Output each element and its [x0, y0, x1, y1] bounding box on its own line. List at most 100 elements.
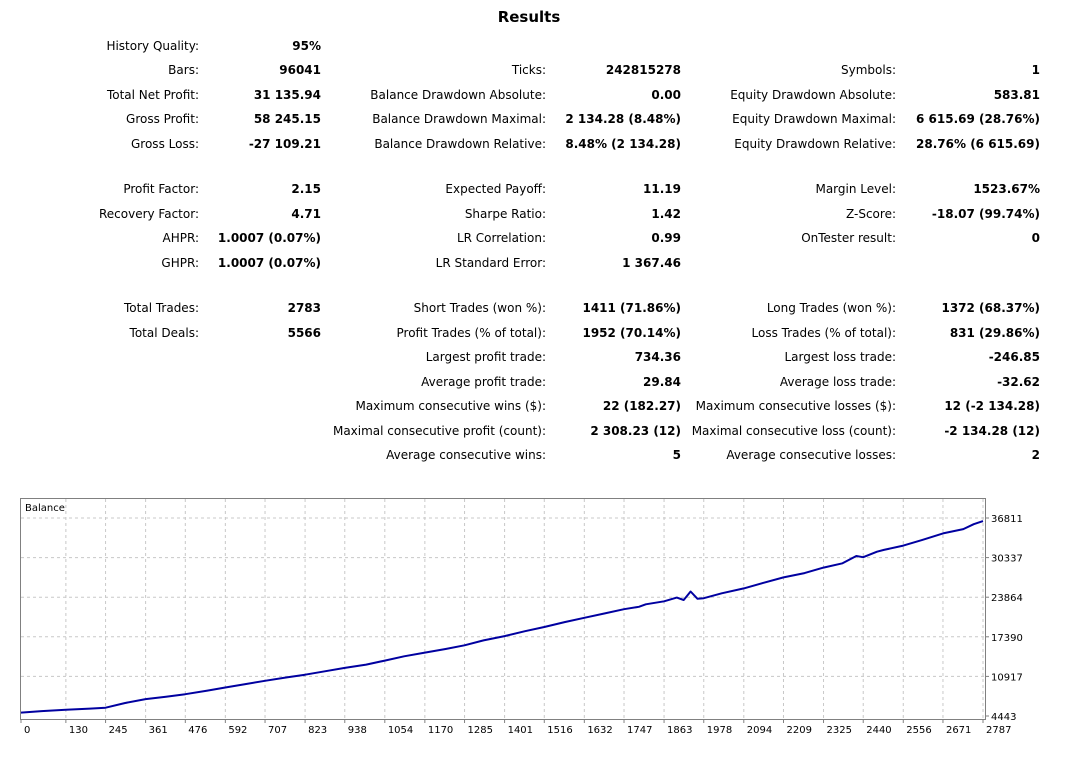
- x-tick-label: 1863: [667, 725, 692, 736]
- history-quality-value: 95%: [292, 39, 321, 53]
- largest-loss-trade-value: -246.85: [988, 350, 1040, 364]
- ghpr-label: GHPR:: [161, 256, 199, 270]
- bars-value: 96041: [279, 63, 321, 77]
- y-tick-label: 23864: [991, 593, 1023, 604]
- x-tick-label: 476: [188, 725, 207, 736]
- x-tick-label: 1170: [428, 725, 453, 736]
- ticks-label: Ticks:: [511, 63, 546, 77]
- ticks-value: 242815278: [605, 63, 681, 77]
- gross-profit-label: Gross Profit:: [126, 112, 199, 126]
- lr-correlation-label: LR Correlation:: [456, 231, 546, 245]
- x-tick-label: 245: [109, 725, 128, 736]
- recovery-factor-label: Recovery Factor:: [98, 207, 199, 221]
- x-tick-label: 1747: [627, 725, 652, 736]
- max-consecutive-losses-label: Maximum consecutive losses ($):: [695, 399, 896, 413]
- profit-factor-label: Profit Factor:: [123, 182, 199, 196]
- y-tick-label: 36811: [991, 514, 1023, 525]
- equity-dd-relative-label: Equity Drawdown Relative:: [734, 137, 896, 151]
- gross-loss-value: -27 109.21: [248, 137, 321, 151]
- average-consecutive-wins-value: 5: [672, 448, 681, 462]
- chart-x-axis: 0 130 245 361 476 592 707 823 938 1054 1170 1285 140…: [20, 719, 1011, 736]
- bars-label: Bars:: [168, 63, 199, 77]
- largest-profit-trade-value: 734.36: [634, 350, 681, 364]
- loss-trades-label: Loss Trades (% of total):: [751, 326, 897, 340]
- average-profit-trade-value: 29.84: [643, 375, 681, 389]
- largest-profit-trade-label: Largest profit trade:: [425, 350, 546, 364]
- balance-dd-absolute-label: Balance Drawdown Absolute:: [370, 88, 546, 102]
- balance-series-line: [20, 520, 984, 714]
- x-tick-label: 1978: [707, 725, 732, 736]
- x-tick-label: 361: [149, 725, 168, 736]
- maximal-consecutive-loss-label: Maximal consecutive loss (count):: [691, 424, 896, 438]
- y-tick-label: 10917: [991, 672, 1023, 683]
- y-tick-label: 17390: [991, 633, 1023, 644]
- largest-loss-trade-label: Largest loss trade:: [784, 350, 896, 364]
- max-consecutive-losses-value: 12 (-2 134.28): [944, 399, 1040, 413]
- balance-dd-relative-value: 8.48% (2 134.28): [565, 137, 681, 151]
- x-tick-label: 823: [308, 725, 327, 736]
- equity-dd-absolute-value: 583.81: [993, 88, 1040, 102]
- profit-factor-value: 2.15: [291, 182, 321, 196]
- chart-legend-balance: Balance: [25, 503, 65, 514]
- x-tick-label: 1516: [547, 725, 572, 736]
- average-consecutive-losses-label: Average consecutive losses:: [726, 448, 896, 462]
- x-tick-label: 2325: [827, 725, 852, 736]
- equity-dd-maximal-value: 6 615.69 (28.76%): [916, 112, 1040, 126]
- chart-y-axis: 4443 10917 17390 23864 30337 36811: [985, 514, 1023, 723]
- average-profit-trade-label: Average profit trade:: [421, 375, 546, 389]
- x-tick-label: 1054: [388, 725, 413, 736]
- total-trades-value: 2783: [287, 301, 321, 315]
- x-tick-label: 0: [24, 725, 30, 736]
- average-loss-trade-label: Average loss trade:: [779, 375, 896, 389]
- balance-chart: Balance 0 130 245 361 476 592 707 823 938 1054 117…: [20, 498, 1060, 743]
- x-tick-label: 2209: [786, 725, 811, 736]
- balance-dd-absolute-value: 0.00: [651, 88, 681, 102]
- ahpr-value: 1.0007 (0.07%): [217, 231, 321, 245]
- x-tick-label: 1632: [587, 725, 612, 736]
- x-tick-label: 2671: [946, 725, 971, 736]
- expected-payoff-value: 11.19: [643, 182, 681, 196]
- short-trades-value: 1411 (71.86%): [582, 301, 681, 315]
- expected-payoff-label: Expected Payoff:: [445, 182, 546, 196]
- total-net-profit-label: Total Net Profit:: [106, 88, 199, 102]
- chart-plot-area: [20, 498, 986, 720]
- x-tick-label: 592: [228, 725, 247, 736]
- equity-dd-relative-value: 28.76% (6 615.69): [916, 137, 1040, 151]
- balance-chart-svg: Balance 0 130 245 361 476 592 707 823 938 1054 117…: [20, 498, 1023, 736]
- average-loss-trade-value: -32.62: [997, 375, 1040, 389]
- balance-dd-maximal-label: Balance Drawdown Maximal:: [372, 112, 546, 126]
- x-tick-label: 2556: [906, 725, 931, 736]
- total-deals-label: Total Deals:: [129, 326, 199, 340]
- gross-loss-label: Gross Loss:: [131, 137, 199, 151]
- x-tick-label: 130: [69, 725, 88, 736]
- sharpe-ratio-label: Sharpe Ratio:: [464, 207, 546, 221]
- max-consecutive-wins-label: Maximum consecutive wins ($):: [355, 399, 546, 413]
- margin-level-value: 1523.67%: [973, 182, 1040, 196]
- long-trades-label: Long Trades (won %):: [766, 301, 896, 315]
- ahpr-label: AHPR:: [162, 231, 199, 245]
- lr-standard-error-value: 1 367.46: [622, 256, 681, 270]
- chart-series-layer: [20, 520, 984, 714]
- ontester-result-label: OnTester result:: [801, 231, 896, 245]
- sharpe-ratio-value: 1.42: [651, 207, 681, 221]
- ontester-result-value: 0: [1031, 231, 1040, 245]
- x-tick-label: 1285: [468, 725, 493, 736]
- x-tick-label: 2440: [866, 725, 891, 736]
- balance-dd-maximal-value: 2 134.28 (8.48%): [565, 112, 681, 126]
- profit-trades-value: 1952 (70.14%): [582, 326, 681, 340]
- profit-trades-label: Profit Trades (% of total):: [396, 326, 546, 340]
- average-consecutive-wins-label: Average consecutive wins:: [386, 448, 546, 462]
- maximal-consecutive-profit-label: Maximal consecutive profit (count):: [332, 424, 546, 438]
- recovery-factor-value: 4.71: [291, 207, 321, 221]
- y-tick-label: 30337: [991, 554, 1023, 565]
- balance-dd-relative-label: Balance Drawdown Relative:: [374, 137, 546, 151]
- total-trades-label: Total Trades:: [124, 301, 199, 315]
- loss-trades-value: 831 (29.86%): [949, 326, 1040, 340]
- x-tick-label: 938: [348, 725, 367, 736]
- gross-profit-value: 58 245.15: [253, 112, 321, 126]
- equity-dd-absolute-label: Equity Drawdown Absolute:: [730, 88, 896, 102]
- short-trades-label: Short Trades (won %):: [413, 301, 546, 315]
- lr-correlation-value: 0.99: [651, 231, 681, 245]
- average-consecutive-losses-value: 2: [1031, 448, 1040, 462]
- z-score-label: Z-Score:: [846, 207, 896, 221]
